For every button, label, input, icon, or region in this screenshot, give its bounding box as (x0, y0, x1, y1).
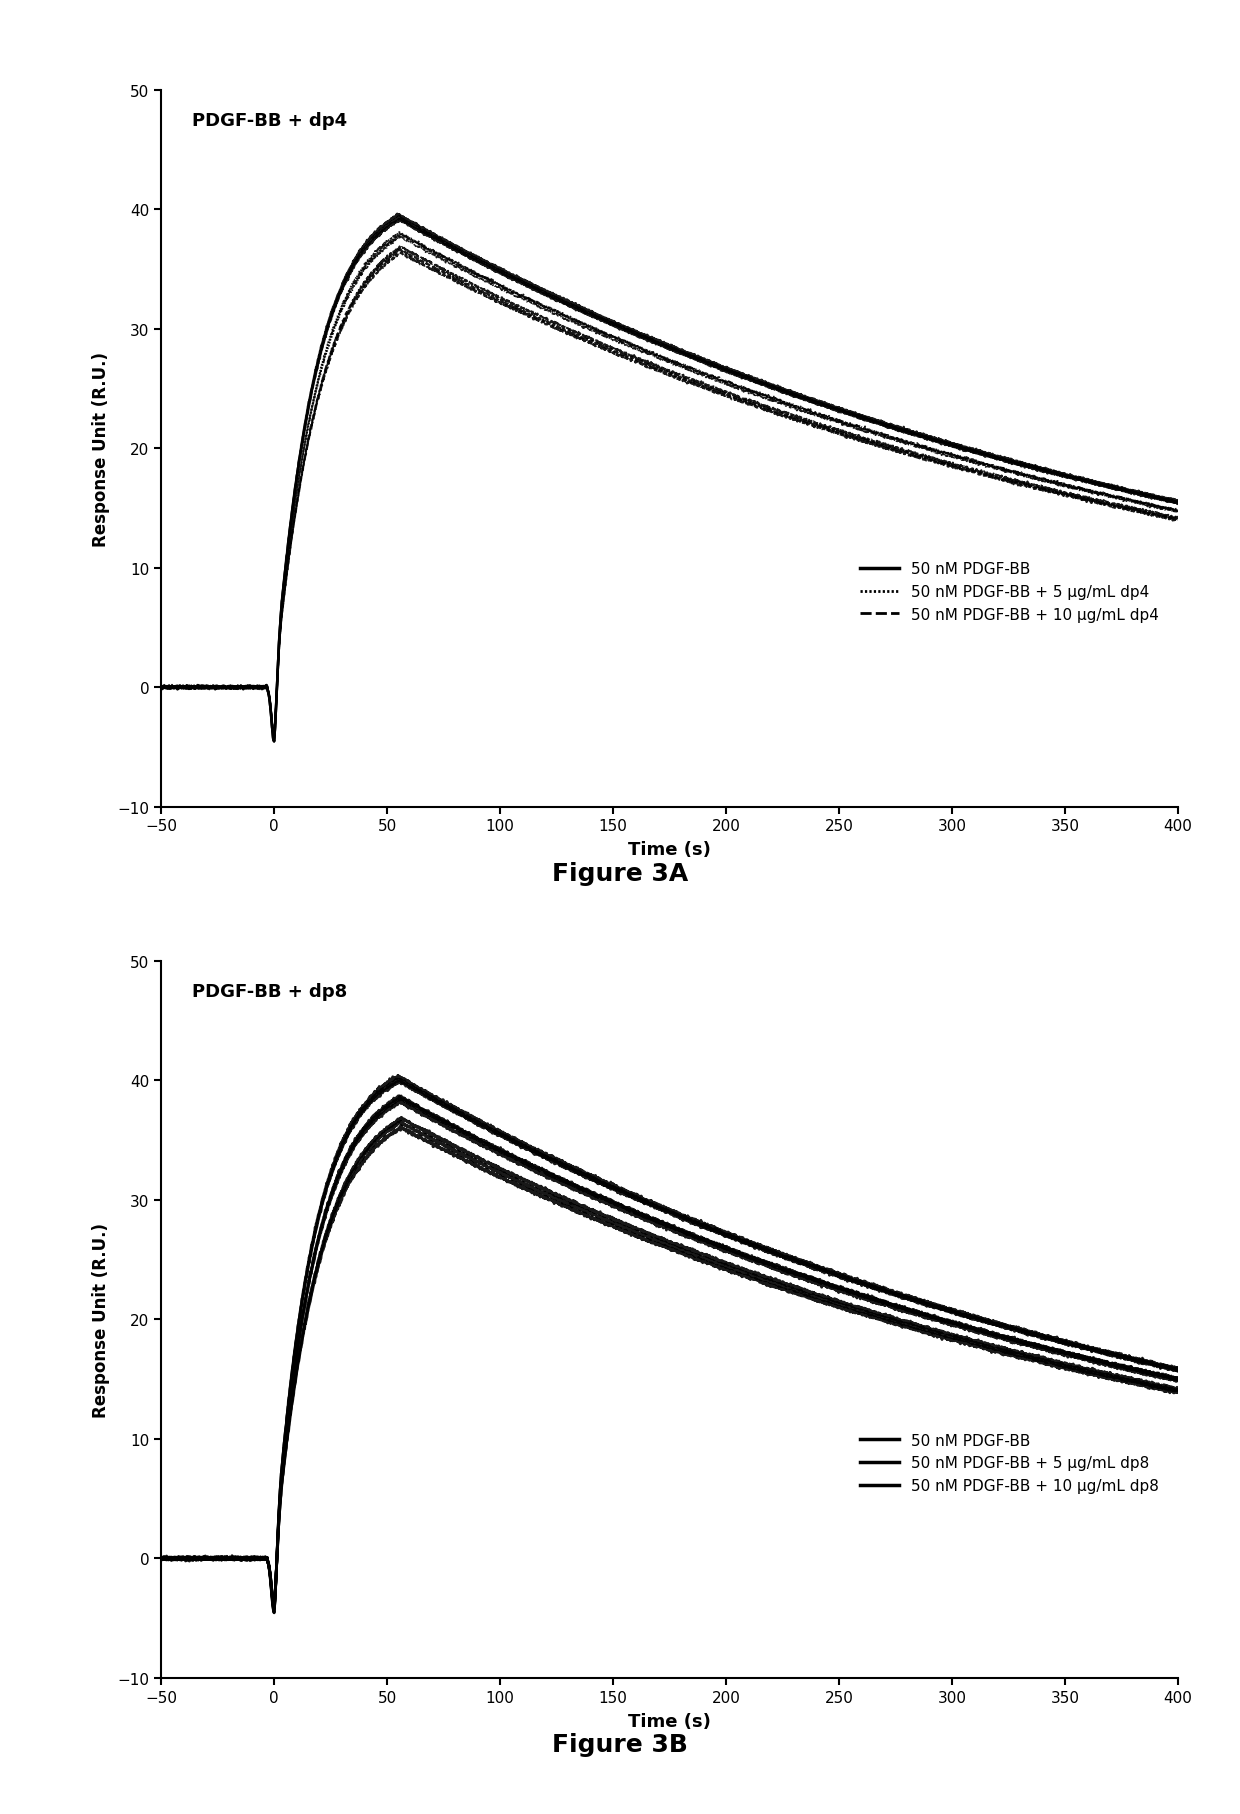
Y-axis label: Response Unit (R.U.): Response Unit (R.U.) (93, 1223, 110, 1417)
Y-axis label: Response Unit (R.U.): Response Unit (R.U.) (93, 352, 110, 546)
Text: Figure 3B: Figure 3B (552, 1732, 688, 1756)
Text: PDGF-BB + dp4: PDGF-BB + dp4 (192, 112, 347, 131)
Legend: 50 nM PDGF-BB, 50 nM PDGF-BB + 5 μg/mL dp4, 50 nM PDGF-BB + 10 μg/mL dp4: 50 nM PDGF-BB, 50 nM PDGF-BB + 5 μg/mL d… (854, 557, 1164, 628)
Text: PDGF-BB + dp8: PDGF-BB + dp8 (192, 983, 347, 1001)
Text: Figure 3A: Figure 3A (552, 862, 688, 885)
Legend: 50 nM PDGF-BB, 50 nM PDGF-BB + 5 μg/mL dp8, 50 nM PDGF-BB + 10 μg/mL dp8: 50 nM PDGF-BB, 50 nM PDGF-BB + 5 μg/mL d… (854, 1428, 1164, 1498)
X-axis label: Time (s): Time (s) (629, 842, 711, 860)
X-axis label: Time (s): Time (s) (629, 1712, 711, 1731)
